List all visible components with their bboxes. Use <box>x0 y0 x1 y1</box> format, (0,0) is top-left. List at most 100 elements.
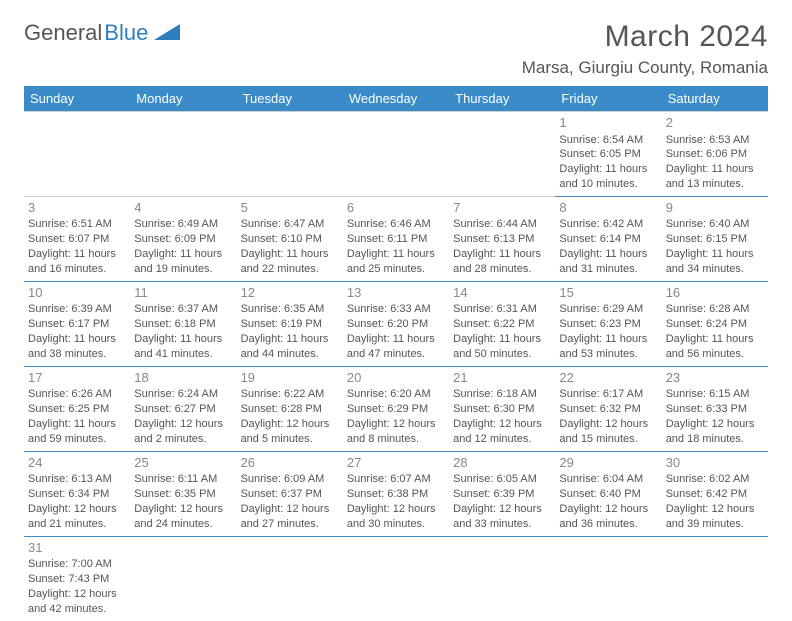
title-block: March 2024 Marsa, Giurgiu County, Romani… <box>522 20 768 78</box>
daylight-line: Daylight: 11 hours and 34 minutes. <box>666 247 764 277</box>
daylight-line: Daylight: 11 hours and 53 minutes. <box>559 332 657 362</box>
sunrise-line: Sunrise: 6:53 AM <box>666 133 764 148</box>
sunset-line: Sunset: 6:20 PM <box>347 317 445 332</box>
daylight-line: Daylight: 12 hours and 33 minutes. <box>453 502 551 532</box>
calendar-day-cell <box>662 536 768 620</box>
daylight-line: Daylight: 11 hours and 44 minutes. <box>241 332 339 362</box>
calendar-day-cell: 19Sunrise: 6:22 AMSunset: 6:28 PMDayligh… <box>237 366 343 451</box>
sunrise-line: Sunrise: 6:20 AM <box>347 387 445 402</box>
daylight-line: Daylight: 11 hours and 38 minutes. <box>28 332 126 362</box>
calendar-day-cell <box>24 112 130 197</box>
sunrise-line: Sunrise: 6:24 AM <box>134 387 232 402</box>
sunset-line: Sunset: 6:17 PM <box>28 317 126 332</box>
daylight-line: Daylight: 12 hours and 24 minutes. <box>134 502 232 532</box>
calendar-header-row: Sunday Monday Tuesday Wednesday Thursday… <box>24 86 768 112</box>
daylight-line: Daylight: 12 hours and 5 minutes. <box>241 417 339 447</box>
sunrise-line: Sunrise: 6:46 AM <box>347 217 445 232</box>
logo-text-1: General <box>24 20 102 46</box>
daylight-line: Daylight: 12 hours and 36 minutes. <box>559 502 657 532</box>
calendar-day-cell: 22Sunrise: 6:17 AMSunset: 6:32 PMDayligh… <box>555 366 661 451</box>
calendar-week-row: 17Sunrise: 6:26 AMSunset: 6:25 PMDayligh… <box>24 366 768 451</box>
day-number: 22 <box>559 369 657 387</box>
calendar-week-row: 3Sunrise: 6:51 AMSunset: 6:07 PMDaylight… <box>24 196 768 281</box>
sunset-line: Sunset: 6:23 PM <box>559 317 657 332</box>
sunrise-line: Sunrise: 6:37 AM <box>134 302 232 317</box>
sunset-line: Sunset: 6:25 PM <box>28 402 126 417</box>
dow-tuesday: Tuesday <box>237 86 343 112</box>
daylight-line: Daylight: 11 hours and 41 minutes. <box>134 332 232 362</box>
day-number: 7 <box>453 199 551 217</box>
dow-sunday: Sunday <box>24 86 130 112</box>
dow-saturday: Saturday <box>662 86 768 112</box>
calendar-day-cell: 17Sunrise: 6:26 AMSunset: 6:25 PMDayligh… <box>24 366 130 451</box>
daylight-line: Daylight: 11 hours and 50 minutes. <box>453 332 551 362</box>
calendar-day-cell: 20Sunrise: 6:20 AMSunset: 6:29 PMDayligh… <box>343 366 449 451</box>
calendar-day-cell: 16Sunrise: 6:28 AMSunset: 6:24 PMDayligh… <box>662 281 768 366</box>
sunset-line: Sunset: 6:32 PM <box>559 402 657 417</box>
day-number: 23 <box>666 369 764 387</box>
sunset-line: Sunset: 6:40 PM <box>559 487 657 502</box>
daylight-line: Daylight: 12 hours and 21 minutes. <box>28 502 126 532</box>
sunset-line: Sunset: 6:29 PM <box>347 402 445 417</box>
calendar-day-cell: 25Sunrise: 6:11 AMSunset: 6:35 PMDayligh… <box>130 451 236 536</box>
sunrise-line: Sunrise: 6:05 AM <box>453 472 551 487</box>
day-number: 5 <box>241 199 339 217</box>
daylight-line: Daylight: 11 hours and 59 minutes. <box>28 417 126 447</box>
sunset-line: Sunset: 6:22 PM <box>453 317 551 332</box>
daylight-line: Daylight: 12 hours and 2 minutes. <box>134 417 232 447</box>
calendar-week-row: 31Sunrise: 7:00 AMSunset: 7:43 PMDayligh… <box>24 536 768 620</box>
sunrise-line: Sunrise: 6:54 AM <box>559 133 657 148</box>
sunset-line: Sunset: 6:15 PM <box>666 232 764 247</box>
dow-thursday: Thursday <box>449 86 555 112</box>
calendar-day-cell <box>237 112 343 197</box>
day-number: 13 <box>347 284 445 302</box>
calendar-day-cell: 12Sunrise: 6:35 AMSunset: 6:19 PMDayligh… <box>237 281 343 366</box>
sunrise-line: Sunrise: 6:22 AM <box>241 387 339 402</box>
calendar-day-cell: 9Sunrise: 6:40 AMSunset: 6:15 PMDaylight… <box>662 196 768 281</box>
calendar-day-cell: 24Sunrise: 6:13 AMSunset: 6:34 PMDayligh… <box>24 451 130 536</box>
day-number: 10 <box>28 284 126 302</box>
sunrise-line: Sunrise: 6:28 AM <box>666 302 764 317</box>
day-number: 29 <box>559 454 657 472</box>
sunrise-line: Sunrise: 6:26 AM <box>28 387 126 402</box>
day-number: 19 <box>241 369 339 387</box>
day-number: 27 <box>347 454 445 472</box>
day-number: 26 <box>241 454 339 472</box>
calendar-day-cell: 23Sunrise: 6:15 AMSunset: 6:33 PMDayligh… <box>662 366 768 451</box>
day-number: 16 <box>666 284 764 302</box>
sunrise-line: Sunrise: 6:09 AM <box>241 472 339 487</box>
sunrise-line: Sunrise: 7:00 AM <box>28 557 126 572</box>
sunset-line: Sunset: 6:24 PM <box>666 317 764 332</box>
calendar-week-row: 1Sunrise: 6:54 AMSunset: 6:05 PMDaylight… <box>24 112 768 197</box>
calendar-day-cell <box>130 112 236 197</box>
calendar-day-cell: 28Sunrise: 6:05 AMSunset: 6:39 PMDayligh… <box>449 451 555 536</box>
sunset-line: Sunset: 6:27 PM <box>134 402 232 417</box>
calendar-day-cell <box>237 536 343 620</box>
daylight-line: Daylight: 12 hours and 27 minutes. <box>241 502 339 532</box>
day-number: 17 <box>28 369 126 387</box>
daylight-line: Daylight: 11 hours and 10 minutes. <box>559 162 657 192</box>
sunrise-line: Sunrise: 6:42 AM <box>559 217 657 232</box>
sunrise-line: Sunrise: 6:35 AM <box>241 302 339 317</box>
calendar-day-cell: 7Sunrise: 6:44 AMSunset: 6:13 PMDaylight… <box>449 196 555 281</box>
sunrise-line: Sunrise: 6:39 AM <box>28 302 126 317</box>
day-number: 9 <box>666 199 764 217</box>
sunset-line: Sunset: 6:07 PM <box>28 232 126 247</box>
calendar-day-cell: 21Sunrise: 6:18 AMSunset: 6:30 PMDayligh… <box>449 366 555 451</box>
day-number: 30 <box>666 454 764 472</box>
calendar-day-cell: 14Sunrise: 6:31 AMSunset: 6:22 PMDayligh… <box>449 281 555 366</box>
daylight-line: Daylight: 12 hours and 30 minutes. <box>347 502 445 532</box>
day-number: 28 <box>453 454 551 472</box>
calendar-day-cell: 8Sunrise: 6:42 AMSunset: 6:14 PMDaylight… <box>555 196 661 281</box>
sunset-line: Sunset: 6:37 PM <box>241 487 339 502</box>
daylight-line: Daylight: 12 hours and 15 minutes. <box>559 417 657 447</box>
logo-text-2: Blue <box>104 20 148 46</box>
month-year-title: March 2024 <box>522 20 768 54</box>
daylight-line: Daylight: 11 hours and 47 minutes. <box>347 332 445 362</box>
sunset-line: Sunset: 6:33 PM <box>666 402 764 417</box>
day-number: 11 <box>134 284 232 302</box>
daylight-line: Daylight: 12 hours and 8 minutes. <box>347 417 445 447</box>
daylight-line: Daylight: 11 hours and 31 minutes. <box>559 247 657 277</box>
day-number: 6 <box>347 199 445 217</box>
daylight-line: Daylight: 11 hours and 56 minutes. <box>666 332 764 362</box>
